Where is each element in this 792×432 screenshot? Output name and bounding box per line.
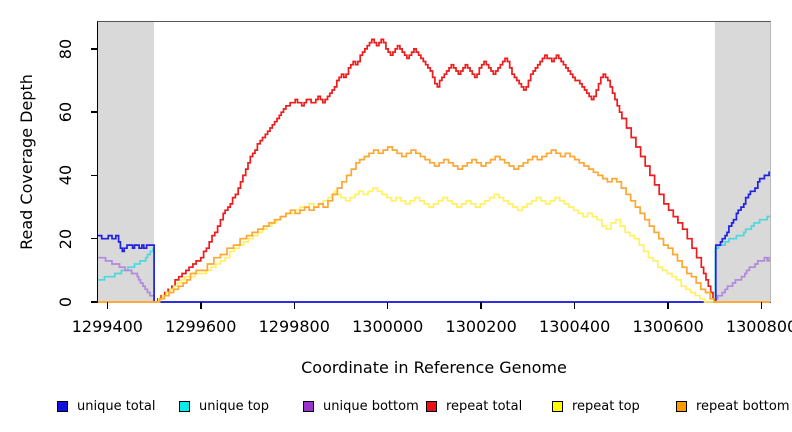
- x-tick-label: 1300000: [352, 317, 424, 336]
- x-tick-label: 1299800: [258, 317, 330, 336]
- series-line-repeat-total: [98, 38, 770, 303]
- y-tick-mark: [90, 48, 98, 50]
- legend-item-repeat-total: repeat total: [426, 398, 522, 414]
- y-tick-label: 60: [56, 101, 75, 123]
- x-tick-mark: [480, 302, 482, 309]
- legend-item-repeat-top: repeat top: [552, 398, 640, 414]
- legend-item-unique-bottom: unique bottom: [303, 398, 419, 414]
- x-tick-label: 1299600: [165, 317, 237, 336]
- x-tick-mark: [200, 302, 202, 309]
- legend-label: repeat bottom: [696, 398, 790, 414]
- legend-swatch-icon: [57, 400, 68, 412]
- legend-swatch-icon: [426, 400, 437, 412]
- series-line-repeat-bottom: [98, 146, 770, 303]
- legend-item-repeat-bottom: repeat bottom: [676, 398, 790, 414]
- x-tick-label: 1300200: [445, 317, 517, 336]
- x-tick-mark: [760, 302, 763, 309]
- series-line-unique-bottom: [98, 256, 770, 303]
- legend-item-unique-total: unique total: [57, 398, 155, 414]
- legend-label: unique top: [199, 398, 270, 414]
- y-tick-label: 0: [56, 296, 75, 308]
- legend-swatch-icon: [676, 400, 687, 412]
- y-tick-label: 20: [56, 228, 75, 249]
- series-line-unique-total: [98, 171, 770, 303]
- legend-swatch-icon: [552, 400, 563, 412]
- y-axis-title: Read Coverage Depth: [17, 74, 36, 250]
- legend-label: repeat total: [446, 398, 523, 414]
- series-line-repeat-top: [98, 187, 770, 303]
- legend-label: unique total: [77, 398, 156, 414]
- masked-region: [98, 22, 155, 302]
- series-line-unique-top: [98, 215, 770, 303]
- legend-item-unique-top: unique top: [179, 398, 269, 414]
- x-tick-mark: [293, 302, 296, 309]
- legend-swatch-icon: [179, 400, 190, 412]
- legend-label: repeat top: [572, 398, 640, 414]
- legend-swatch-icon: [303, 400, 314, 412]
- x-tick-label: 1300800: [725, 317, 792, 336]
- x-tick-label: 1300400: [539, 317, 611, 336]
- x-tick-label: 1300600: [632, 317, 704, 336]
- x-tick-mark: [573, 302, 576, 309]
- x-tick-mark: [106, 302, 109, 309]
- x-axis-title: Coordinate in Reference Genome: [301, 358, 567, 377]
- y-tick-mark: [90, 174, 98, 177]
- y-tick-label: 40: [56, 165, 75, 186]
- x-tick-mark: [667, 302, 669, 309]
- y-tick-label: 80: [56, 38, 75, 60]
- masked-region: [714, 22, 770, 302]
- legend-label: unique bottom: [323, 398, 419, 414]
- y-tick-mark: [90, 111, 98, 113]
- x-tick-label: 1299400: [71, 317, 143, 336]
- y-tick-mark: [90, 301, 98, 303]
- y-tick-mark: [90, 237, 98, 240]
- x-tick-mark: [386, 302, 389, 309]
